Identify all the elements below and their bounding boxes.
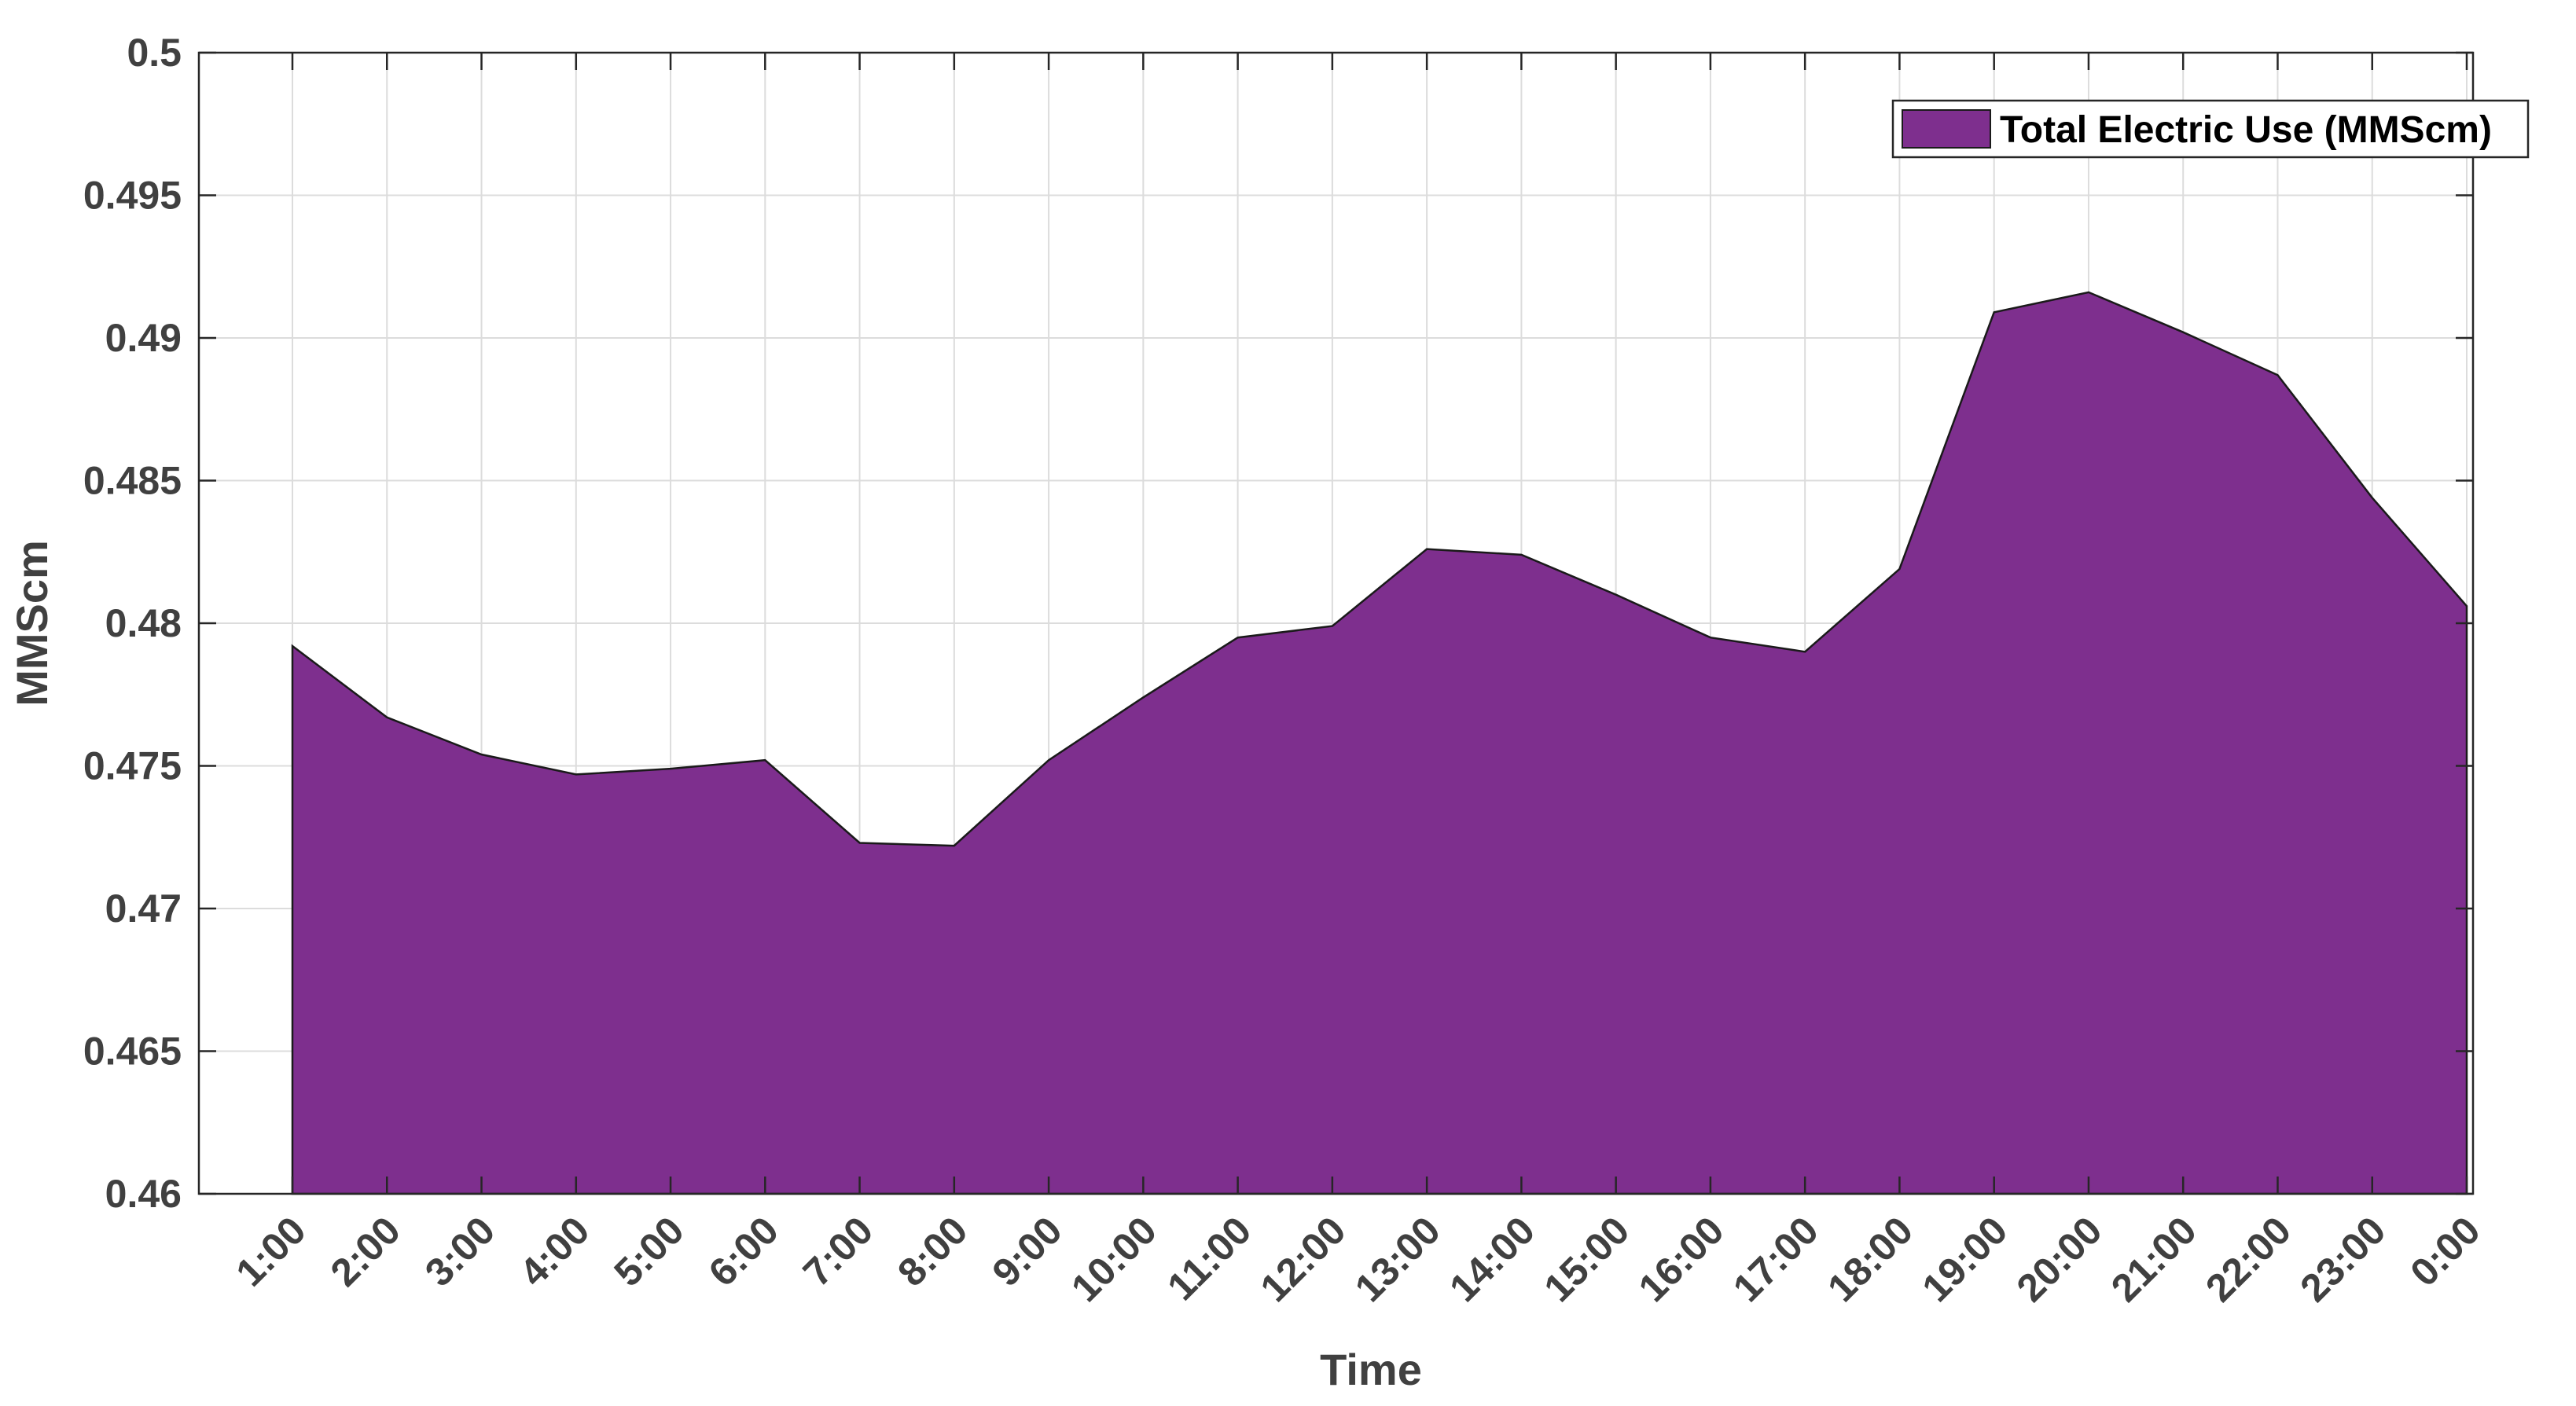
x-tick-label: 19:00 (1913, 1208, 2016, 1310)
x-tick-label: 12:00 (1252, 1208, 1354, 1310)
x-tick-label: 4:00 (511, 1208, 597, 1294)
x-tick-label: 5:00 (605, 1208, 692, 1294)
x-tick-label: 23:00 (2291, 1208, 2394, 1310)
x-tick-label: 18:00 (1819, 1208, 1921, 1310)
x-tick-label: 15:00 (1535, 1208, 1637, 1310)
y-axis-title: MMScm (7, 540, 57, 707)
legend-swatch (1902, 109, 1991, 149)
y-tick-label: 0.495 (83, 174, 182, 218)
y-tick-label: 0.5 (127, 31, 182, 75)
y-tick-label: 0.49 (105, 316, 182, 360)
x-tick-label: 7:00 (795, 1208, 881, 1294)
x-tick-label: 9:00 (984, 1208, 1071, 1294)
x-axis-title: Time (1320, 1345, 1422, 1394)
y-tick-label: 0.46 (105, 1172, 182, 1216)
x-tick-label: 10:00 (1063, 1208, 1165, 1310)
x-tick-label: 13:00 (1347, 1208, 1449, 1310)
x-tick-label: 8:00 (889, 1208, 976, 1294)
x-tick-label: 22:00 (2197, 1208, 2299, 1310)
x-tick-label: 6:00 (700, 1208, 787, 1294)
x-tick-label: 1:00 (227, 1208, 314, 1294)
x-tick-label: 21:00 (2103, 1208, 2205, 1310)
x-tick-label: 14:00 (1441, 1208, 1543, 1310)
y-tick-label: 0.47 (105, 887, 182, 931)
x-tick-label: 3:00 (417, 1208, 503, 1294)
x-tick-label: 0:00 (2401, 1208, 2488, 1294)
y-tick-label: 0.475 (83, 744, 182, 788)
x-tick-label: 16:00 (1630, 1208, 1733, 1310)
y-axis-ticks: 0.46 0.465 0.47 0.475 0.48 0.485 0.49 0.495 0.5 (83, 31, 2473, 1216)
legend-label: Total Electric Use (MMScm) (2000, 109, 2492, 151)
y-tick-label: 0.465 (83, 1030, 182, 1074)
x-tick-label: 17:00 (1725, 1208, 1827, 1310)
x-tick-label: 11:00 (1159, 1208, 1259, 1309)
legend: Total Electric Use (MMScm) (1891, 99, 2530, 159)
y-tick-label: 0.485 (83, 459, 182, 503)
x-tick-label: 20:00 (2008, 1208, 2111, 1310)
x-tick-label: 2:00 (322, 1208, 409, 1294)
area-series-total-electric-use (291, 291, 2468, 1195)
legend-box (1891, 99, 2530, 159)
y-tick-label: 0.48 (105, 601, 182, 645)
